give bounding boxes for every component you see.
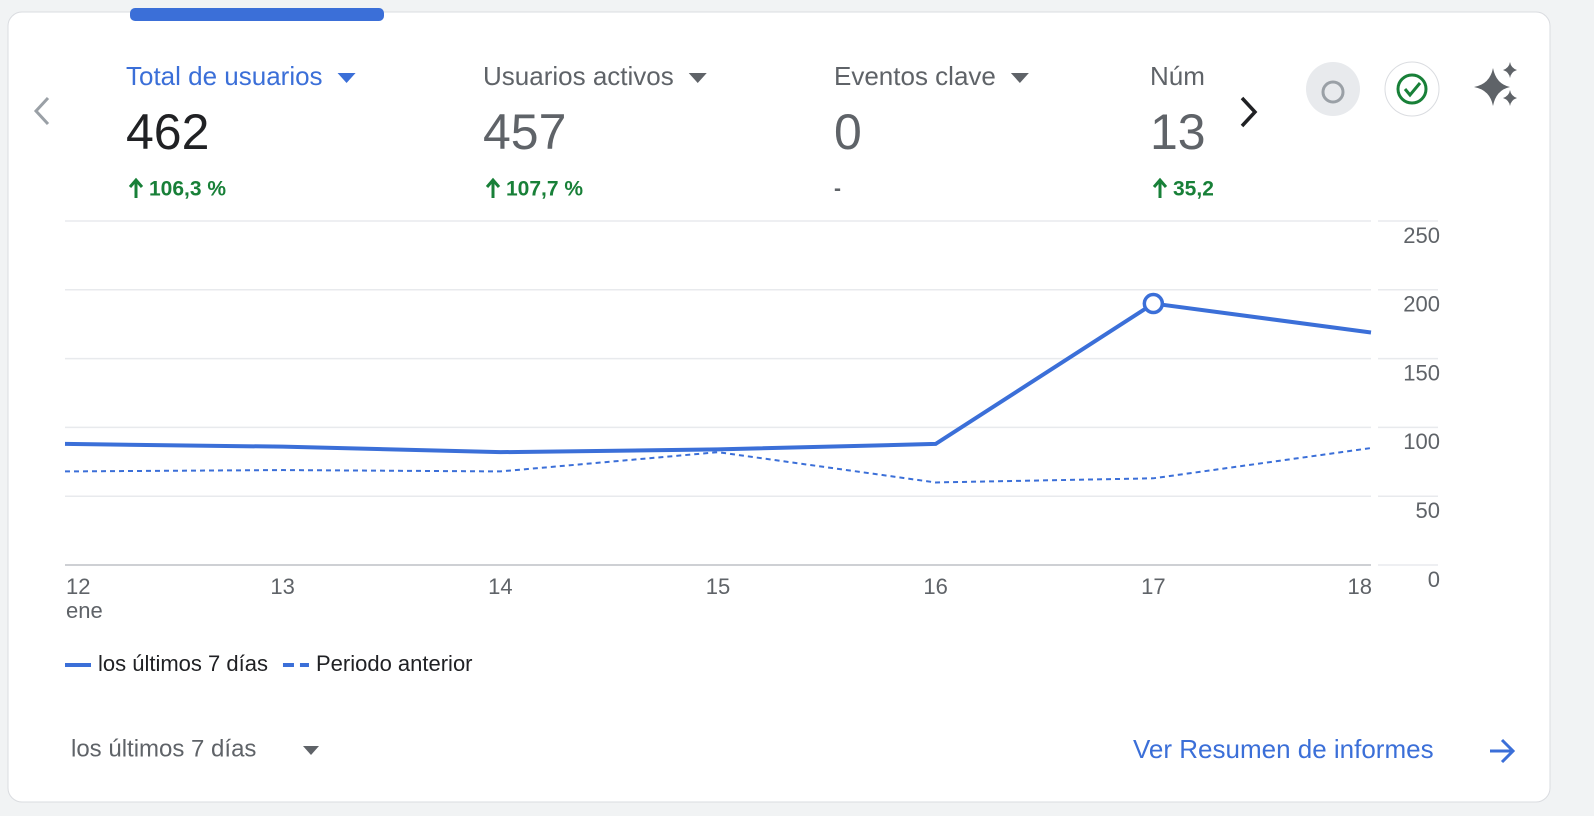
metric-tab[interactable]: Eventos clave 0 - bbox=[834, 61, 1029, 201]
metric-label: Eventos clave bbox=[834, 61, 996, 91]
series-line bbox=[64, 447, 1372, 484]
x-tick-label: 16 bbox=[923, 574, 947, 599]
link-arrow bbox=[1490, 738, 1516, 764]
metric-dropdown bbox=[688, 73, 707, 83]
check-icon-ring bbox=[1396, 73, 1428, 105]
metric-tab[interactable]: Usuarios activos 457 107,7 % bbox=[483, 61, 707, 201]
metric-tab[interactable]: Núm 13 35,2 bbox=[1150, 61, 1214, 201]
metric-value: 457 bbox=[483, 104, 566, 160]
hover-point bbox=[1142, 292, 1165, 315]
next-button[interactable] bbox=[1240, 96, 1258, 128]
check-icon-mark bbox=[1403, 82, 1422, 98]
metric-change: 106,3 % bbox=[149, 178, 226, 201]
y-tick-label: 150 bbox=[1403, 360, 1440, 385]
card bbox=[7, 11, 1551, 803]
up-arrow bbox=[1152, 177, 1168, 198]
badge-icon-glyph bbox=[1321, 80, 1345, 104]
report-link[interactable]: Ver Resumen de informes bbox=[1133, 734, 1434, 764]
metric-value: 0 bbox=[834, 104, 862, 160]
metric-change: 35,2 bbox=[1173, 178, 1214, 201]
metric-label: Núm bbox=[1150, 61, 1205, 91]
legend-label: los últimos 7 días bbox=[98, 651, 268, 676]
x-tick-label: 18 bbox=[1348, 574, 1372, 599]
badge-icon[interactable] bbox=[1306, 62, 1360, 116]
x-tick-label: 12 bbox=[66, 574, 90, 599]
metric-dropdown bbox=[1010, 73, 1029, 83]
check-icon[interactable] bbox=[1384, 61, 1440, 117]
metric-change: - bbox=[834, 178, 841, 201]
metric-dropdown bbox=[337, 73, 356, 83]
active-tab-indicator bbox=[130, 8, 384, 21]
x-tick-label: 14 bbox=[488, 574, 512, 599]
x-tick-label: 17 bbox=[1141, 574, 1165, 599]
metric-change: 107,7 % bbox=[506, 178, 583, 201]
y-tick-label: 200 bbox=[1403, 292, 1440, 317]
metric-tab[interactable]: Total de usuarios 462 106,3 % bbox=[126, 61, 356, 201]
x-tick-label: 13 bbox=[270, 574, 294, 599]
insights-icon[interactable] bbox=[1474, 62, 1517, 106]
y-tick-label: 0 bbox=[1428, 567, 1440, 592]
metric-label: Total de usuarios bbox=[126, 61, 323, 91]
dropdown-arrow bbox=[303, 746, 319, 755]
metric-value: 462 bbox=[126, 104, 209, 160]
prev-button[interactable] bbox=[33, 96, 50, 126]
metric-label: Usuarios activos bbox=[483, 61, 674, 91]
up-arrow bbox=[128, 177, 144, 198]
y-tick-label: 50 bbox=[1416, 498, 1440, 523]
up-arrow bbox=[485, 177, 501, 198]
metric-value: 13 bbox=[1150, 104, 1206, 160]
period-selector[interactable]: los últimos 7 días bbox=[71, 735, 256, 762]
y-tick-label: 100 bbox=[1403, 429, 1440, 454]
x-tick-label: 15 bbox=[706, 574, 730, 599]
legend-label: Periodo anterior bbox=[316, 651, 473, 676]
x-month-label: ene bbox=[66, 598, 103, 623]
y-tick-label: 250 bbox=[1403, 223, 1440, 248]
